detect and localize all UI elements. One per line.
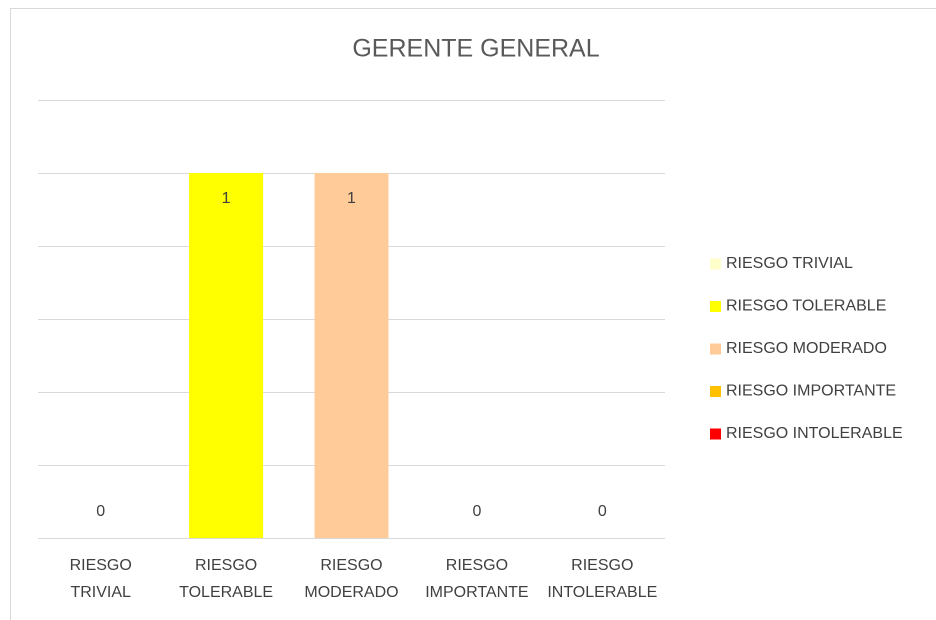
x-tick-label: RIESGO TOLERABLE — [179, 557, 273, 601]
x-tick-label-line: INTOLERABLE — [547, 584, 657, 601]
legend-label: RIESGO IMPORTANTE — [726, 383, 896, 400]
legend-label: RIESGO TRIVIAL — [726, 255, 853, 272]
data-label: 0 — [96, 503, 105, 520]
bar — [189, 173, 264, 538]
legend-swatch — [710, 301, 721, 312]
legend-swatch — [710, 343, 721, 355]
x-tick-label: RIESGO MODERADO — [304, 557, 398, 601]
x-tick-label-line: RIESGO — [70, 557, 132, 574]
x-tick-label: RIESGO TRIVIAL — [70, 557, 132, 601]
x-tick-label-line: RIESGO — [320, 557, 382, 574]
data-label: 0 — [598, 503, 607, 520]
x-tick-label-line: IMPORTANTE — [425, 584, 528, 601]
x-tick-label-line: TRIVIAL — [70, 584, 131, 601]
legend-swatch — [710, 386, 721, 397]
legend-label: RIESGO MODERADO — [726, 340, 887, 357]
x-tick-label: RIESGO INTOLERABLE — [547, 557, 657, 601]
data-label: 1 — [347, 190, 356, 207]
data-label: 1 — [222, 190, 231, 207]
x-tick-label-line: RIESGO — [571, 557, 633, 574]
legend-label: RIESGO TOLERABLE — [726, 298, 886, 315]
x-tick-label-line: TOLERABLE — [179, 584, 273, 601]
x-tick-label-line: MODERADO — [304, 584, 398, 601]
legend-label: RIESGO INTOLERABLE — [726, 425, 903, 442]
bar — [314, 173, 389, 538]
x-tick-label-line: RIESGO — [195, 557, 257, 574]
x-tick-label: RIESGO IMPORTANTE — [425, 557, 528, 601]
legend-swatch — [710, 428, 721, 440]
legend-swatch — [710, 258, 721, 270]
data-label: 0 — [472, 503, 481, 520]
chart-title: GERENTE GENERAL — [352, 35, 599, 63]
chart-frame — [10, 8, 936, 620]
x-tick-label-line: RIESGO — [446, 557, 508, 574]
